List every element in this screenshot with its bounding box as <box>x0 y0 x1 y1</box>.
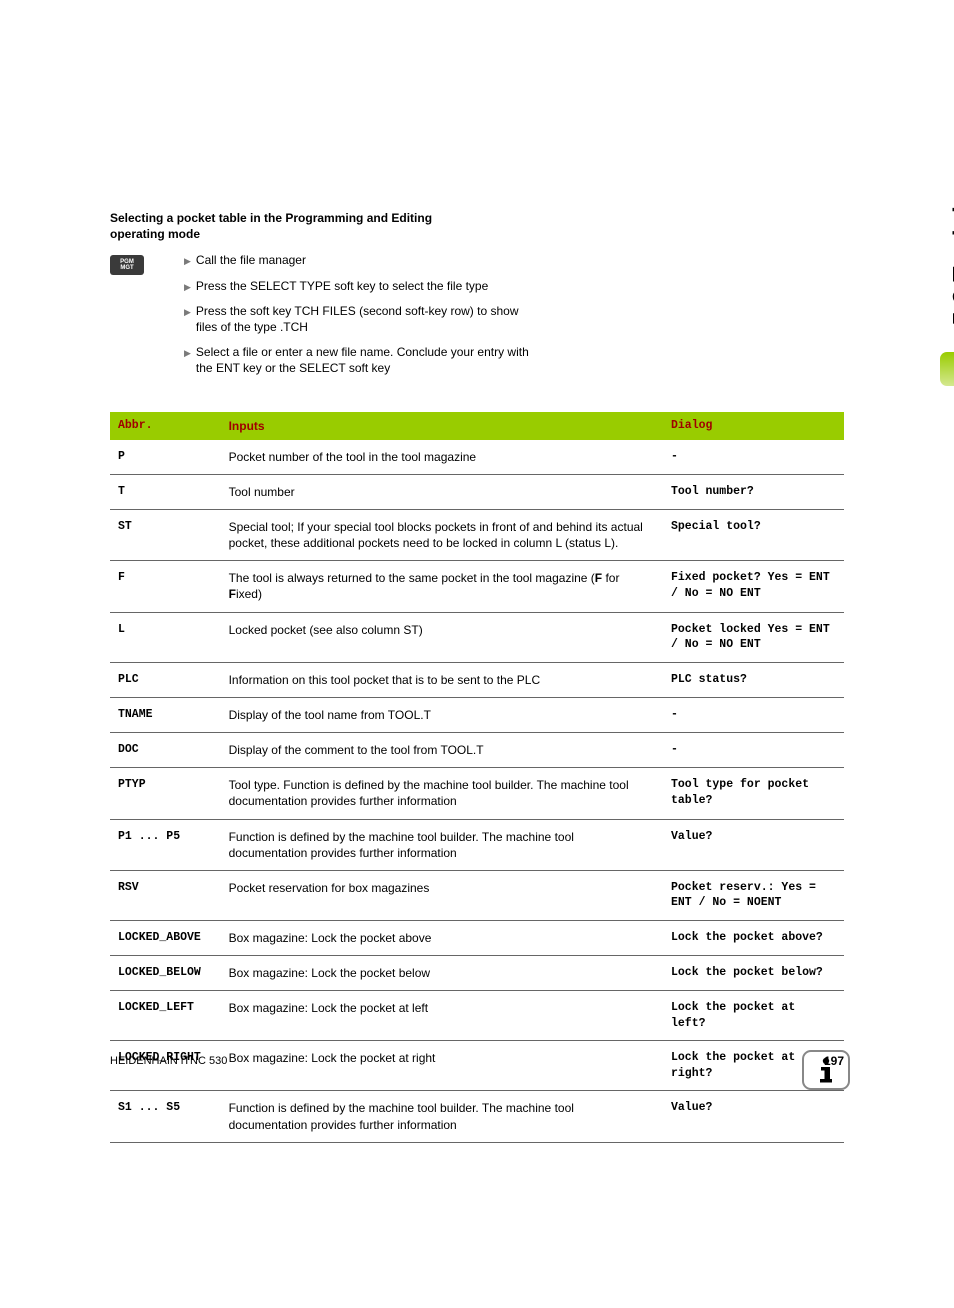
cell-inputs: Special tool; If your special tool block… <box>221 509 663 560</box>
info-icon <box>802 1050 850 1090</box>
cell-dialog: - <box>663 697 844 732</box>
cell-inputs: Locked pocket (see also column ST) <box>221 612 663 662</box>
instruction-block: PGM MGT ▶ Call the file manager ▶ Press … <box>110 252 844 385</box>
cell-dialog: Pocket locked Yes = ENT / No = NO ENT <box>663 612 844 662</box>
cell-abbr: ST <box>110 509 221 560</box>
header-dialog: Dialog <box>663 412 844 440</box>
table-row: FThe tool is always returned to the same… <box>110 561 844 612</box>
page-body: Selecting a pocket table in the Programm… <box>0 0 954 1143</box>
cell-inputs: Information on this tool pocket that is … <box>221 662 663 697</box>
cell-abbr: P1 ... P5 <box>110 819 221 870</box>
cell-abbr: RSV <box>110 870 221 920</box>
cell-dialog: PLC status? <box>663 662 844 697</box>
cell-inputs: Box magazine: Lock the pocket below <box>221 956 663 991</box>
step-text: Press the soft key TCH FILES (second sof… <box>196 303 536 335</box>
footer-product-name: HEIDENHAIN iTNC 530 <box>110 1055 227 1067</box>
table-row: S1 ... S5Function is defined by the mach… <box>110 1091 844 1142</box>
cell-dialog: Value? <box>663 819 844 870</box>
table-row: RSVPocket reservation for box magazinesP… <box>110 870 844 920</box>
cell-inputs: Function is defined by the machine tool … <box>221 819 663 870</box>
table-row: DOCDisplay of the comment to the tool fr… <box>110 733 844 768</box>
cell-abbr: TNAME <box>110 697 221 732</box>
cell-abbr: LOCKED_LEFT <box>110 991 221 1041</box>
side-tab-gradient <box>940 352 954 386</box>
triangle-marker-icon: ▶ <box>184 281 191 293</box>
cell-dialog: Lock the pocket below? <box>663 956 844 991</box>
table-row: LOCKED_LEFTBox magazine: Lock the pocket… <box>110 991 844 1041</box>
header-inputs: Inputs <box>221 412 663 440</box>
cell-dialog: Value? <box>663 1091 844 1142</box>
cell-inputs: Function is defined by the machine tool … <box>221 1091 663 1142</box>
section-heading: Selecting a pocket table in the Programm… <box>110 210 440 242</box>
step-text: Call the file manager <box>196 252 306 268</box>
table-row: PLCInformation on this tool pocket that … <box>110 662 844 697</box>
cell-abbr: F <box>110 561 221 612</box>
triangle-marker-icon: ▶ <box>184 306 191 318</box>
cell-inputs: Pocket reservation for box magazines <box>221 870 663 920</box>
triangle-marker-icon: ▶ <box>184 347 191 359</box>
cell-dialog: Pocket reserv.: Yes = ENT / No = NOENT <box>663 870 844 920</box>
cell-dialog: Tool type for pocket table? <box>663 768 844 819</box>
cell-inputs: Pocket number of the tool in the tool ma… <box>221 440 663 475</box>
table-row: PPocket number of the tool in the tool m… <box>110 440 844 475</box>
step-item: ▶ Press the soft key TCH FILES (second s… <box>184 303 844 335</box>
table-row: TTool numberTool number? <box>110 474 844 509</box>
step-text: Press the SELECT TYPE soft key to select… <box>196 278 488 294</box>
cell-inputs: The tool is always returned to the same … <box>221 561 663 612</box>
table-row: LOCKED_BELOWBox magazine: Lock the pocke… <box>110 956 844 991</box>
pgm-mgt-key-icon: PGM MGT <box>110 255 144 275</box>
cell-dialog: Tool number? <box>663 474 844 509</box>
table-row: LOCKED_ABOVEBox magazine: Lock the pocke… <box>110 921 844 956</box>
key-line-1: PGM <box>120 259 134 266</box>
cell-dialog: Special tool? <box>663 509 844 560</box>
cell-inputs: Tool number <box>221 474 663 509</box>
cell-inputs: Box magazine: Lock the pocket above <box>221 921 663 956</box>
cell-dialog: Fixed pocket? Yes = ENT / No = NO ENT <box>663 561 844 612</box>
cell-abbr: PLC <box>110 662 221 697</box>
step-text: Select a file or enter a new file name. … <box>196 344 536 376</box>
table-row: LLocked pocket (see also column ST)Pocke… <box>110 612 844 662</box>
cell-dialog: - <box>663 733 844 768</box>
table-row: TNAMEDisplay of the tool name from TOOL.… <box>110 697 844 732</box>
table-row: PTYPTool type. Function is defined by th… <box>110 768 844 819</box>
cell-abbr: P <box>110 440 221 475</box>
cell-dialog: - <box>663 440 844 475</box>
header-abbr: Abbr. <box>110 412 221 440</box>
cell-inputs: Display of the tool name from TOOL.T <box>221 697 663 732</box>
cell-abbr: L <box>110 612 221 662</box>
cell-abbr: PTYP <box>110 768 221 819</box>
triangle-marker-icon: ▶ <box>184 255 191 267</box>
cell-inputs: Box magazine: Lock the pocket at left <box>221 991 663 1041</box>
table-row: P1 ... P5Function is defined by the mach… <box>110 819 844 870</box>
cell-abbr: DOC <box>110 733 221 768</box>
step-item: ▶ Select a file or enter a new file name… <box>184 344 844 376</box>
cell-abbr: LOCKED_BELOW <box>110 956 221 991</box>
key-line-2: MGT <box>120 265 133 272</box>
cell-dialog: Lock the pocket at left? <box>663 991 844 1041</box>
tool-data-table: Abbr. Inputs Dialog PPocket number of th… <box>110 412 844 1143</box>
cell-abbr: LOCKED_ABOVE <box>110 921 221 956</box>
cell-inputs: Display of the comment to the tool from … <box>221 733 663 768</box>
step-item: ▶ Press the SELECT TYPE soft key to sele… <box>184 278 844 294</box>
step-item: ▶ Call the file manager <box>184 252 844 268</box>
table-header-row: Abbr. Inputs Dialog <box>110 412 844 440</box>
page-footer: HEIDENHAIN iTNC 530 197 <box>110 1054 844 1068</box>
cell-abbr: S1 ... S5 <box>110 1091 221 1142</box>
table-row: STSpecial tool; If your special tool blo… <box>110 509 844 560</box>
side-section-label: 5.2 Tool data <box>948 168 954 325</box>
steps-list: ▶ Call the file manager ▶ Press the SELE… <box>184 252 844 385</box>
cell-abbr: T <box>110 474 221 509</box>
cell-inputs: Tool type. Function is defined by the ma… <box>221 768 663 819</box>
cell-dialog: Lock the pocket above? <box>663 921 844 956</box>
